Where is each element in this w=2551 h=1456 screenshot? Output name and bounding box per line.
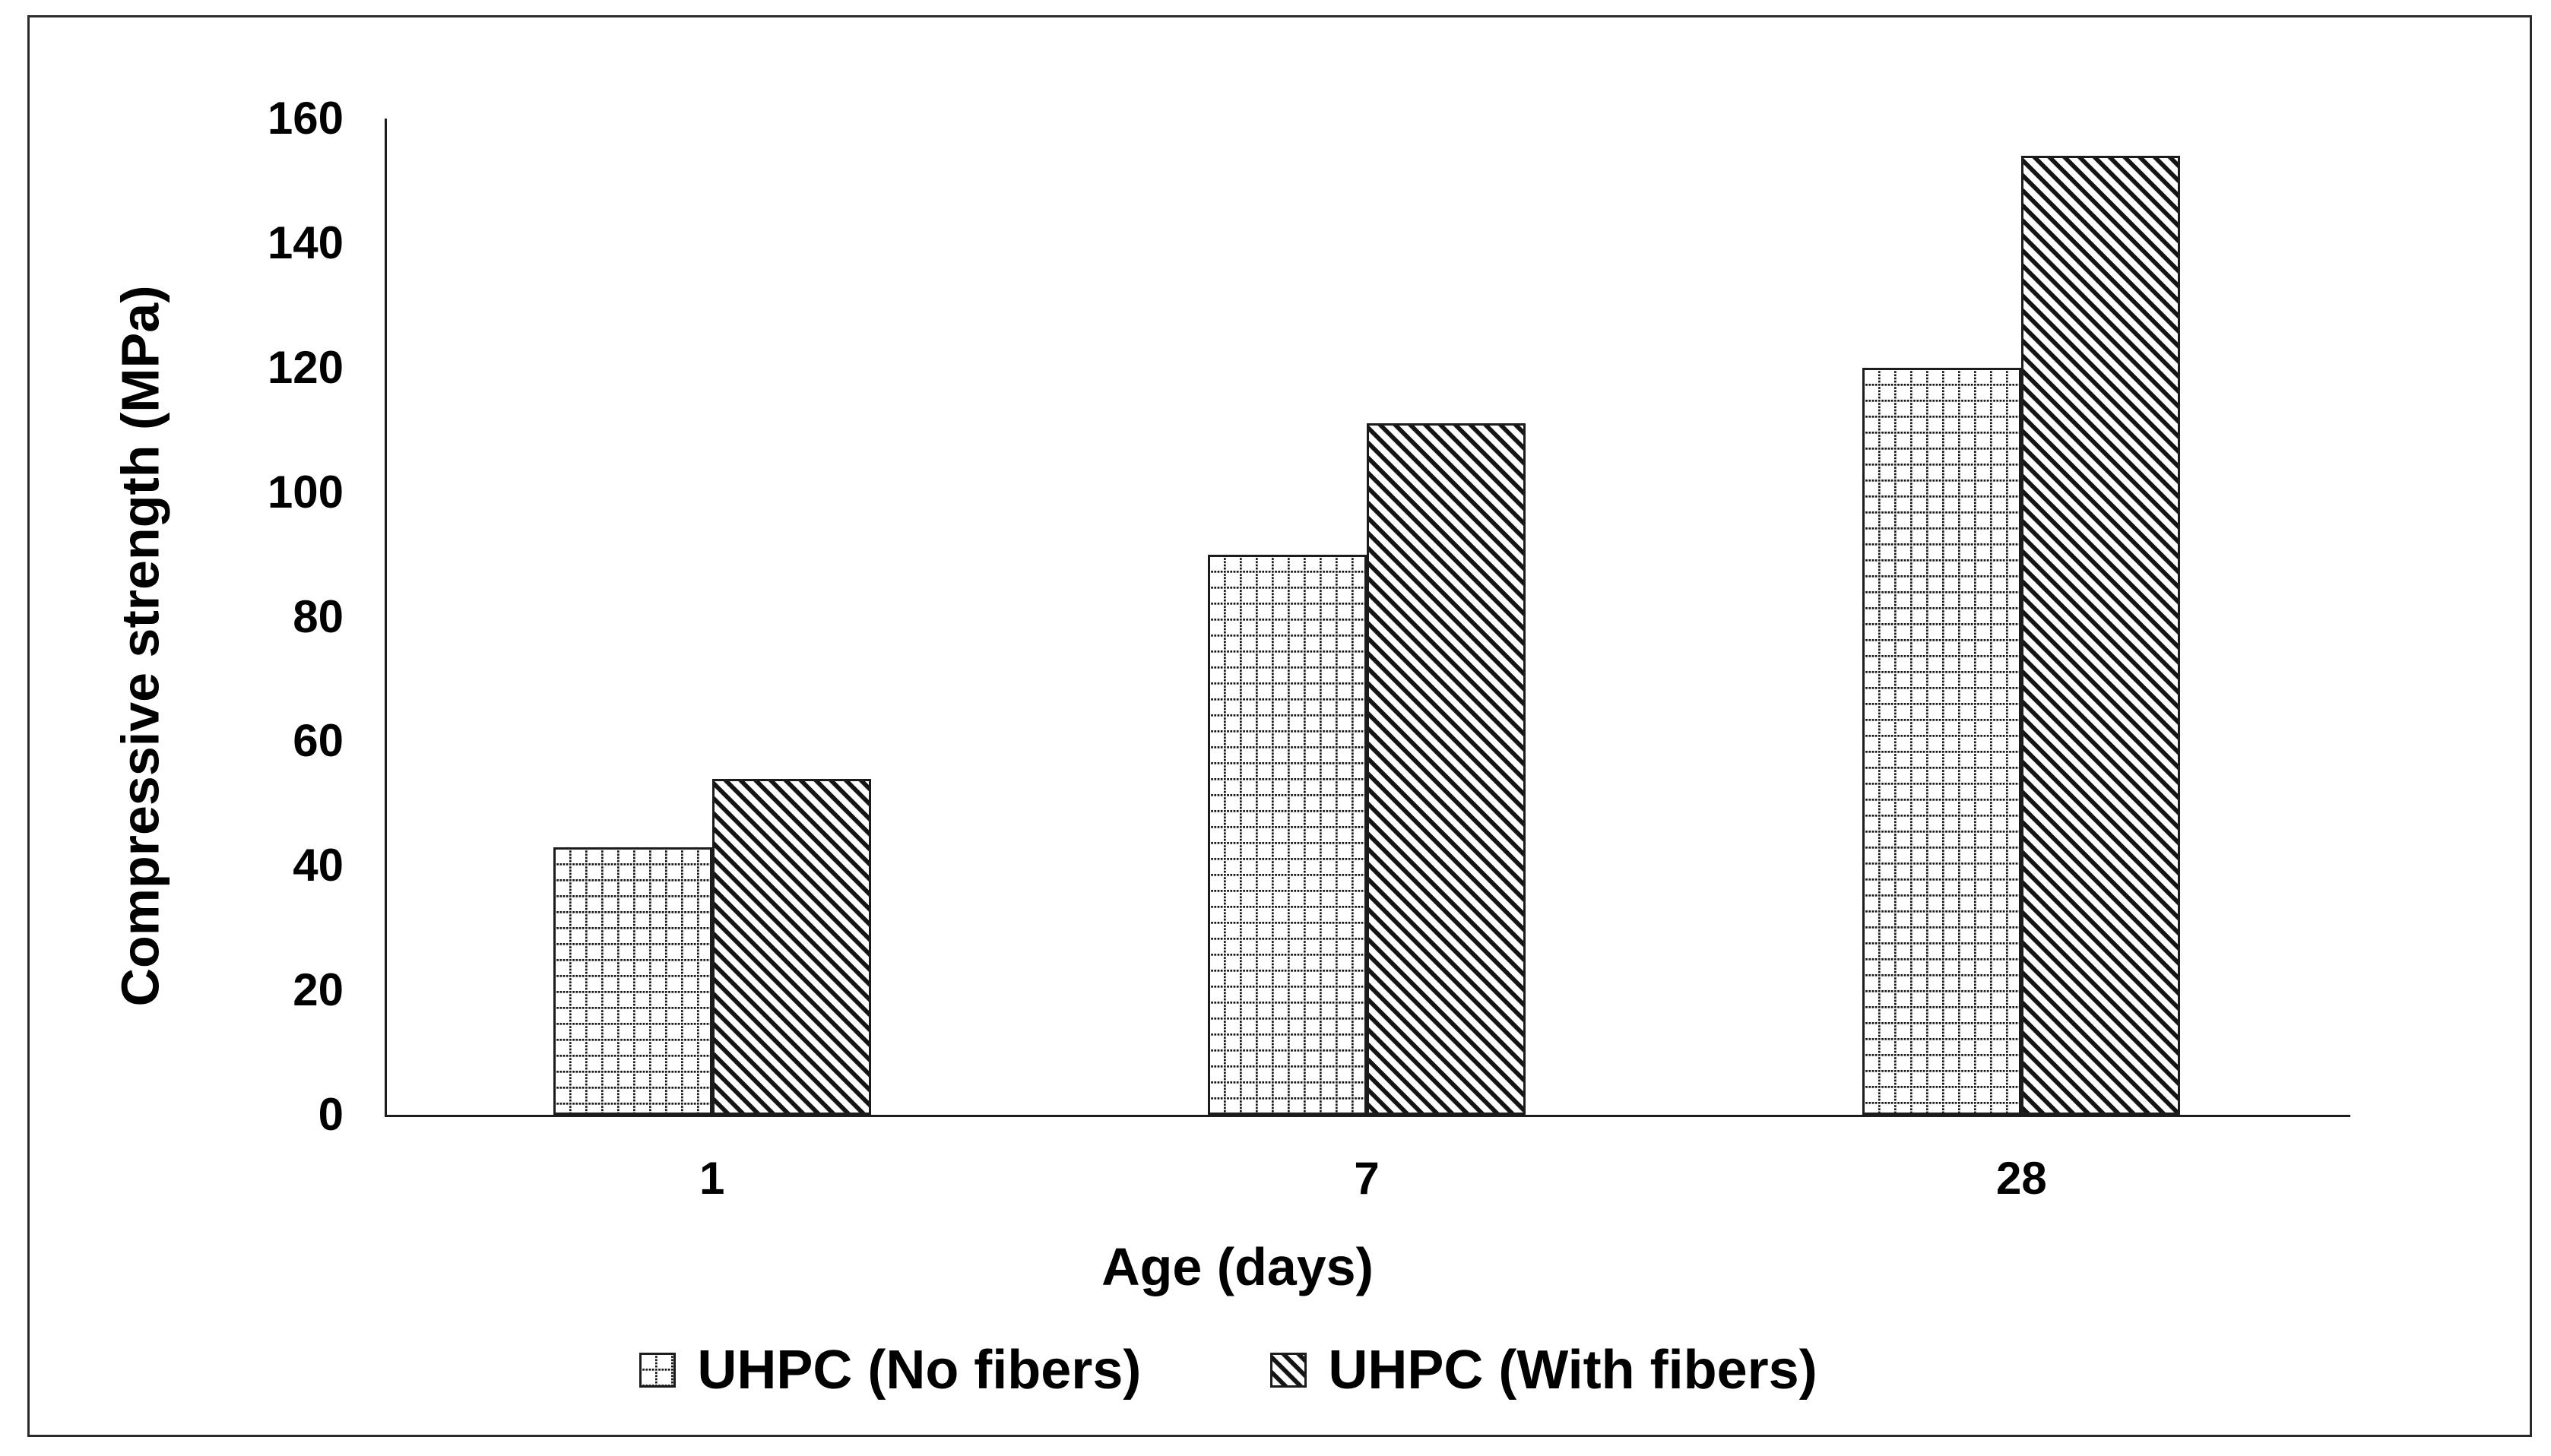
x-axis-line — [385, 1115, 2350, 1117]
legend-item-uhpc-no-fibers: UHPC (No fibers) — [639, 1340, 1141, 1401]
x-category-label-28: 28 — [1995, 1153, 2047, 1204]
y-tick-label-40: 40 — [293, 840, 344, 891]
bar-uhpc-no-fibers-age-1 — [553, 847, 712, 1115]
y-tick-label-120: 120 — [267, 341, 344, 393]
bar-uhpc-with-fibers-age-28 — [2021, 156, 2180, 1115]
bar-uhpc-no-fibers-age-7 — [1208, 555, 1367, 1115]
bar-uhpc-with-fibers-age-1 — [712, 779, 871, 1115]
dotted-grid-swatch-icon — [639, 1353, 677, 1388]
bar-uhpc-no-fibers-age-28 — [1862, 368, 2021, 1115]
x-axis-title: Age (days) — [1101, 1237, 1374, 1296]
bar-uhpc-with-fibers-age-7 — [1367, 423, 1526, 1115]
y-tick-label-0: 0 — [318, 1089, 344, 1140]
x-category-label-1: 1 — [699, 1153, 725, 1204]
legend-label: UHPC (No fibers) — [697, 1340, 1142, 1401]
y-tick-label-100: 100 — [267, 466, 344, 518]
legend-label: UHPC (With fibers) — [1328, 1340, 1817, 1401]
y-tick-label-20: 20 — [293, 964, 344, 1016]
y-tick-label-140: 140 — [267, 217, 344, 268]
legend: UHPC (No fibers) UHPC (With fibers) — [0, 1336, 2504, 1404]
y-tick-label-60: 60 — [293, 715, 344, 767]
y-axis-line — [385, 119, 387, 1117]
legend-item-uhpc-with-fibers: UHPC (With fibers) — [1270, 1340, 1817, 1401]
y-tick-label-80: 80 — [293, 590, 344, 642]
x-category-label-7: 7 — [1354, 1153, 1380, 1204]
y-axis-title: Compressive strength (MPa) — [111, 285, 171, 1007]
y-tick-label-160: 160 — [267, 93, 344, 144]
diagonal-stripes-swatch-icon — [1270, 1353, 1307, 1388]
